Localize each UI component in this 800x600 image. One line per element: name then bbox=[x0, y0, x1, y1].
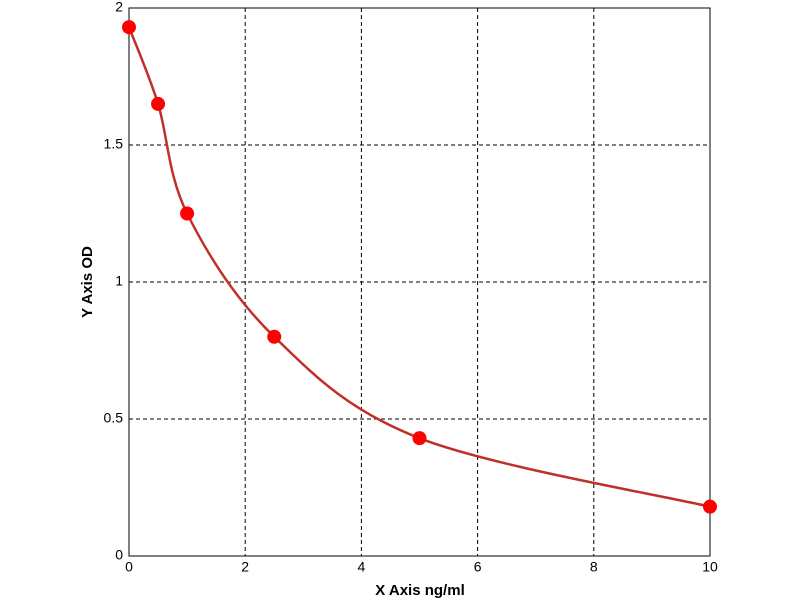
data-point bbox=[180, 206, 195, 221]
x-tick-label: 0 bbox=[125, 559, 133, 575]
y-axis-title: Y Axis OD bbox=[79, 246, 96, 318]
x-tick-label: 10 bbox=[702, 559, 718, 575]
x-axis-title: X Axis ng/ml bbox=[375, 582, 464, 599]
y-tick-label: 0.5 bbox=[104, 410, 124, 426]
x-tick-label: 8 bbox=[590, 559, 598, 575]
data-point bbox=[151, 96, 166, 111]
data-point bbox=[267, 329, 282, 344]
y-tick-label: 2 bbox=[115, 0, 123, 15]
y-tick-label: 1.5 bbox=[104, 136, 124, 152]
y-tick-label: 0 bbox=[115, 547, 123, 563]
x-tick-label: 2 bbox=[241, 559, 249, 575]
data-point bbox=[122, 20, 136, 35]
x-tick-label: 6 bbox=[474, 559, 482, 575]
data-point bbox=[703, 499, 717, 514]
data-point bbox=[412, 431, 427, 446]
y-tick-label: 1 bbox=[115, 273, 123, 289]
x-tick-label: 4 bbox=[358, 559, 366, 575]
